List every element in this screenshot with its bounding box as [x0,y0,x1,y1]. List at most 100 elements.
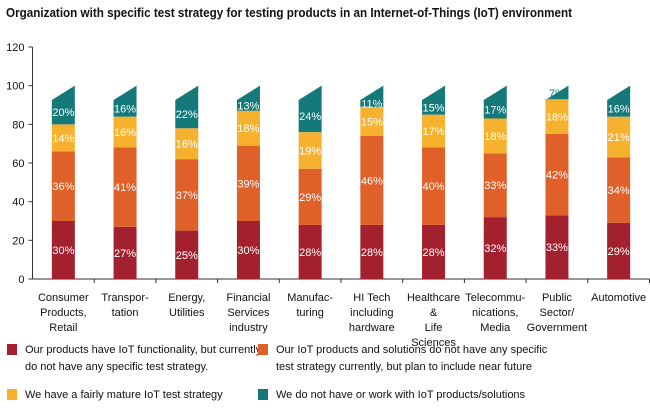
bar-segment [422,85,446,115]
data-label: 13% [237,100,259,112]
bar-segment [360,85,384,107]
bar-segment [298,168,322,225]
data-label: 16% [114,103,136,115]
data-label: 30% [237,245,259,257]
x-tick-label: Retail [49,322,77,334]
data-label: 33% [546,242,568,254]
x-tick-label: Products, [40,307,86,319]
x-tick-label: including [350,307,393,319]
x-tick-label: tation [112,307,139,319]
data-label: 16% [608,103,630,115]
bar-segment [360,106,384,136]
bar-segment [51,221,75,279]
x-tick-label: hardware [349,322,395,334]
bar-segment [607,116,631,158]
bar-segment [298,224,322,279]
y-tick-label: 120 [6,42,24,54]
data-label: 18% [237,123,259,135]
data-label: 18% [546,112,568,124]
data-label: 40% [423,181,445,193]
x-tick-label: Media [480,322,511,334]
bar-segment [298,132,322,169]
bar-segment [113,147,137,227]
legend-label: We have a fairly mature IoT test strateg… [25,389,223,401]
legend-swatch [7,344,17,355]
bar-segment [51,85,75,125]
bar-segment [545,215,569,279]
data-label: 18% [484,131,506,143]
bar-segment [175,85,199,129]
x-tick-label: Sector/ [540,307,576,319]
x-tick-label: Services [227,307,270,319]
legend-swatch [258,344,268,355]
y-tick-label: 60 [12,158,24,170]
x-tick-label: Consumer [38,292,89,304]
data-label: 34% [608,185,630,197]
bar-segment [175,159,199,231]
x-tick-label: Public [542,292,572,304]
data-label: 42% [546,170,568,182]
x-tick-label: HI Tech [353,292,390,304]
legend-label: Our IoT products and solutions do not ha… [276,344,548,356]
bar-segment [360,135,384,225]
data-label: 11% [361,98,382,110]
data-label: 29% [299,192,321,204]
bar-segment [483,153,507,218]
bar-segment [51,151,75,221]
legend-label: Our products have IoT functionality, but… [25,344,262,356]
bar-segment [360,224,384,279]
bar-segment [175,128,199,160]
x-tick-label: Manufac- [287,292,333,304]
data-label: 28% [361,247,383,259]
data-label: 46% [361,175,383,187]
data-label: 17% [484,104,506,116]
data-label: 16% [114,127,136,139]
data-label: 41% [114,182,136,194]
y-tick-label: 80 [12,119,24,131]
bar-segment [422,224,446,279]
chart-title: Organization with specific test strategy… [6,6,573,20]
bar-segment [607,85,631,117]
bar-segment [175,230,199,279]
x-tick-label: Utilities [169,307,205,319]
bar-segment [298,85,322,133]
legend-swatch [7,389,17,400]
bar-segment [483,217,507,279]
bar-segment [236,85,260,111]
data-label: 24% [299,111,321,123]
y-tick-label: 0 [18,274,24,286]
bar-segment [607,157,631,223]
data-label: 28% [423,247,445,259]
x-tick-label: Automotive [591,292,646,304]
data-label: 16% [176,139,198,151]
bar-segment [545,99,569,134]
y-tick-label: 40 [12,197,24,209]
legend-label: test strategy currently, but plan to inc… [276,361,532,373]
legend-swatch [258,389,268,400]
x-tick-label: Life [425,322,443,334]
x-tick-label: nications, [472,307,518,319]
data-label: 14% [52,133,74,145]
x-tick-label: Healthcare [407,292,460,304]
bar-segment [422,147,446,225]
x-tick-label: Government [527,322,588,334]
x-tick-label: turing [296,307,324,319]
data-label: 22% [176,109,198,121]
x-tick-label: Financial [226,292,270,304]
data-label: 28% [299,247,321,259]
x-tick-label: Telecommu- [465,292,525,304]
bar-segment [236,145,260,221]
data-label: 7% [549,88,565,100]
data-label: 36% [52,181,74,193]
bar-segment [607,222,631,279]
bar-segment [545,85,569,100]
bar-segment [113,226,137,279]
data-label: 30% [52,245,74,257]
data-label: 15% [361,116,383,128]
y-tick-label: 100 [6,81,24,93]
data-label: 25% [176,250,198,262]
data-label: 20% [52,107,74,119]
bar-segment [545,134,569,216]
x-tick-label: Energy, [168,292,205,304]
